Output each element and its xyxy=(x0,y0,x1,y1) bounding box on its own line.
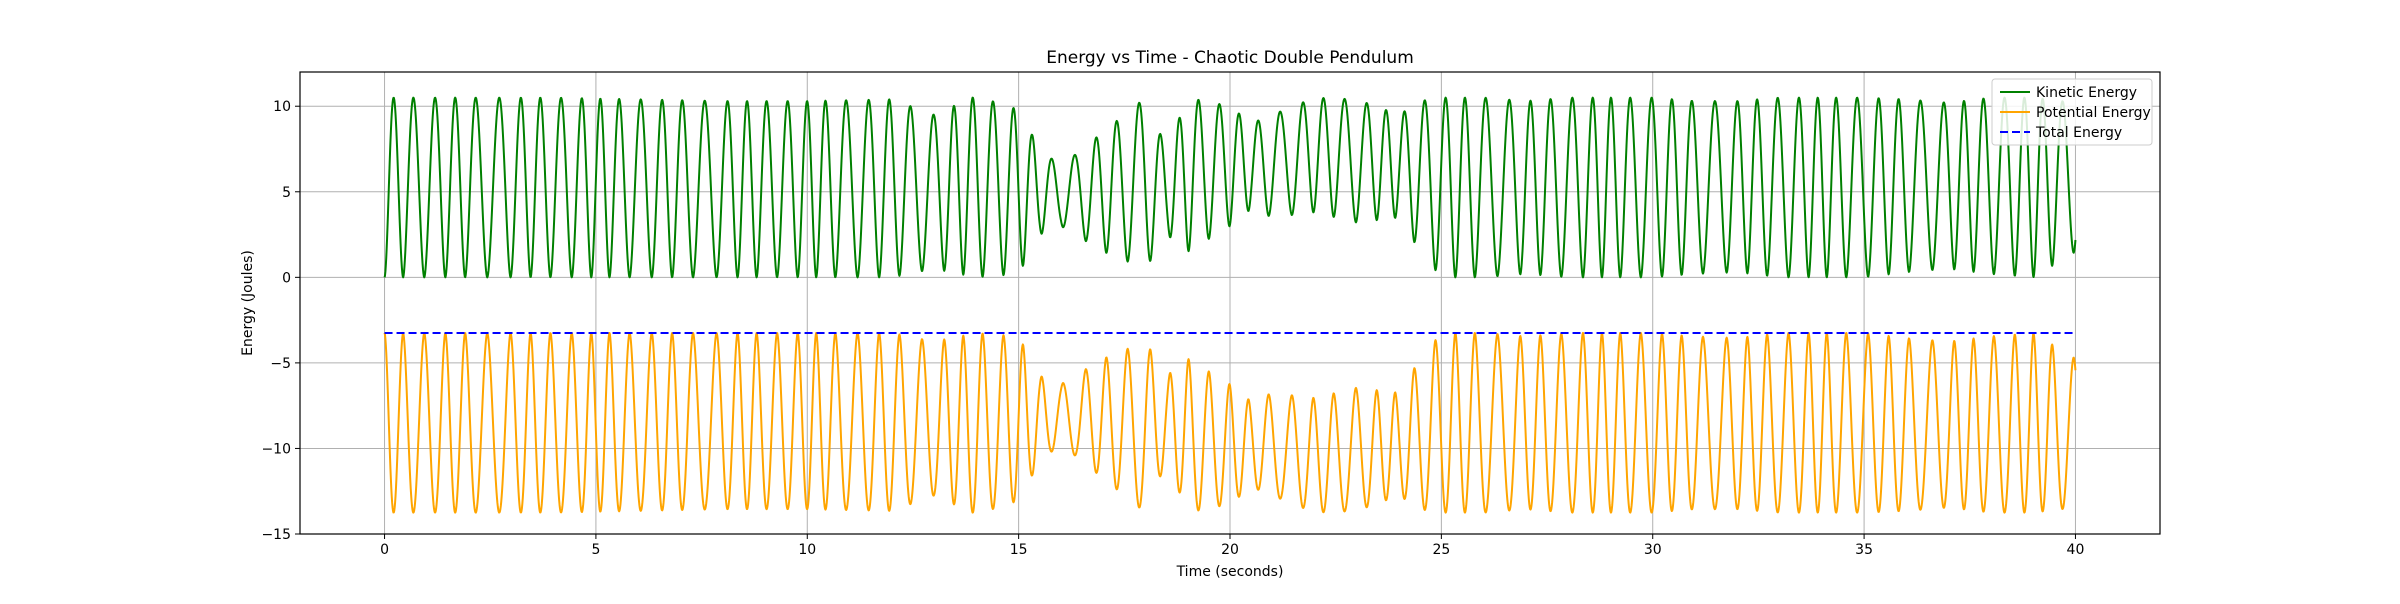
y-axis-label: Energy (Joules) xyxy=(240,250,256,356)
legend-box xyxy=(1991,78,2153,146)
x-tick-label: 40 xyxy=(2067,542,2085,558)
legend-label: Total Energy xyxy=(2035,125,2122,141)
y-tick-label: 0 xyxy=(282,270,291,286)
kinetic-energy-line xyxy=(383,96,2077,279)
x-tick-label: 25 xyxy=(1432,542,1450,558)
y-tick-label: −15 xyxy=(261,527,291,543)
legend-label: Potential Energy xyxy=(2036,105,2151,121)
x-tick-label: 15 xyxy=(1010,542,1028,558)
legend: Kinetic Energy Potential Energy Total Ener… xyxy=(1991,78,2153,146)
x-tick-label: 0 xyxy=(380,542,389,558)
potential-energy-line xyxy=(383,331,2077,514)
x-axis-label: Time (seconds) xyxy=(1176,564,1284,580)
x-tick-label: 30 xyxy=(1644,542,1662,558)
x-tick-label: 10 xyxy=(798,542,816,558)
y-tick-label: −5 xyxy=(270,356,291,372)
x-tick-label: 35 xyxy=(1855,542,1873,558)
x-tick-label: 5 xyxy=(591,542,600,558)
chart-title: Energy vs Time - Chaotic Double Pendulum xyxy=(1046,48,1414,68)
x-tick-label: 20 xyxy=(1221,542,1239,558)
legend-label: Kinetic Energy xyxy=(2036,85,2137,101)
y-tick-label: −10 xyxy=(261,441,291,457)
y-tick-label: 10 xyxy=(273,99,291,115)
tick-layer: 0 5 10 15 20 25 30 35 40 −15 −10 −5 0 5 10 xyxy=(261,99,2084,558)
y-tick-label: 5 xyxy=(282,185,291,201)
series-layer xyxy=(383,96,2077,514)
